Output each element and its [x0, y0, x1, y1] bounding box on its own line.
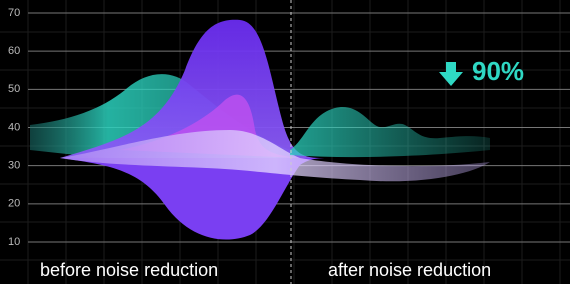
y-tick-label: 30	[8, 160, 20, 172]
y-tick-label: 60	[8, 45, 20, 57]
y-tick-label: 50	[8, 83, 20, 95]
y-tick-label: 20	[8, 198, 20, 210]
y-tick-label: 40	[8, 121, 20, 133]
y-tick-label: 70	[8, 7, 20, 19]
after-label: after noise reduction	[328, 260, 491, 280]
after-noise-wave-teal	[290, 107, 490, 157]
before-label: before noise reduction	[40, 260, 218, 280]
down-arrow-icon	[439, 62, 463, 86]
chart: 90% before noise reduction after noise r…	[0, 0, 570, 284]
y-tick-label: 10	[8, 236, 20, 248]
page: 90% before noise reduction after noise r…	[0, 0, 570, 284]
reduction-callout: 90%	[472, 56, 524, 86]
